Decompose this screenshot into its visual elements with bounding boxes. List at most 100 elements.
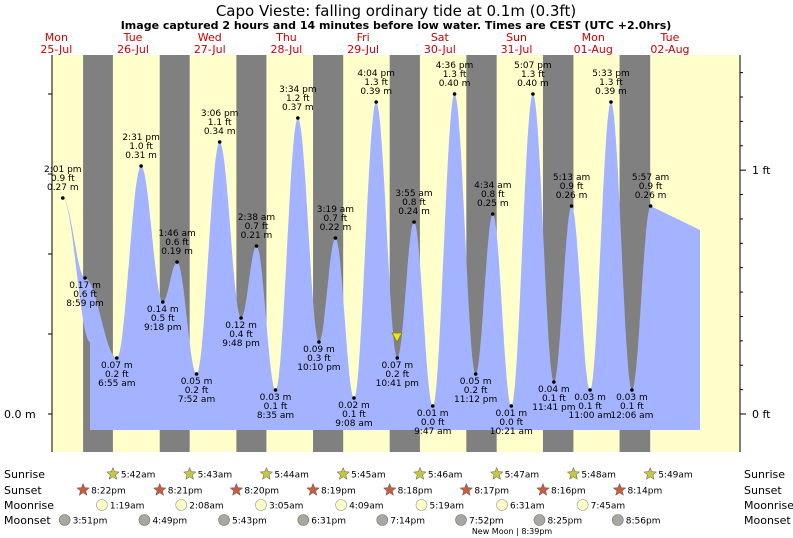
low-tide-label: 0.1 ft <box>578 402 602 412</box>
low-tide-label: 0.01 m <box>495 409 527 419</box>
moonset-icon <box>58 514 71 526</box>
low-tide-label: 9:47 am <box>414 427 451 437</box>
moonset-icon <box>611 514 624 526</box>
moonrise-icon <box>496 499 508 511</box>
low-tide-label: 0.0 ft <box>421 418 445 428</box>
low-tide-label: 0.05 m <box>181 377 213 387</box>
sunset-time: 8:21pm <box>168 487 203 497</box>
sun-moon-rows: Sunrise Sunrise Sunset Sunset Moonrise Moonri… <box>4 466 793 536</box>
day-labels: Mon25-JulTue26-JulWed27-JulThu28-JulFri2… <box>40 31 689 56</box>
moonrise-time: 4:09am <box>349 502 384 512</box>
high-tide-label: 5:33 pm <box>592 69 630 79</box>
row-label-left: Moonrise <box>4 499 54 512</box>
high-tide-label: 1.3 ft <box>521 70 545 80</box>
day-label-dow: Wed <box>198 31 222 44</box>
moonset-icon <box>376 514 389 526</box>
day-label-date: 26-Jul <box>117 43 149 56</box>
day-label-dow: Sat <box>431 31 450 44</box>
tide-event-dot <box>630 388 634 392</box>
tide-event-dot <box>531 92 535 96</box>
sunset-time: 8:18pm <box>398 487 433 497</box>
low-tide-label: 12:06 am <box>610 411 653 421</box>
row-label-right: Moonset <box>744 514 791 527</box>
low-tide-label: 8:35 am <box>257 411 294 421</box>
day-label-date: 29-Jul <box>347 43 379 56</box>
low-tide-label: 9:18 pm <box>144 323 182 333</box>
sunset-icon <box>306 482 320 496</box>
low-tide-label: 10:10 pm <box>297 363 340 373</box>
moonrise-icon <box>175 499 188 511</box>
low-tide-label: 0.2 ft <box>385 370 409 380</box>
low-tide-label: 0.1 ft <box>542 394 566 404</box>
tide-event-dot <box>160 300 165 304</box>
moonrise-icon <box>335 499 347 511</box>
tide-event-dot <box>194 372 199 376</box>
high-tide-label: 0.40 m <box>439 79 471 89</box>
low-tide-label: 11:00 am <box>569 411 612 421</box>
high-tide-label: 3:55 am <box>395 189 432 199</box>
tide-event-dot <box>648 204 653 208</box>
sunrise-time: 5:46am <box>428 471 463 481</box>
low-tide-label: 10:41 pm <box>376 379 419 389</box>
low-tide-label: 9:48 pm <box>222 339 260 349</box>
tide-event-dot <box>333 236 338 240</box>
high-tide-label: 0.37 m <box>282 103 314 113</box>
row-label-left: Sunset <box>4 484 42 497</box>
moonrise-icon <box>576 499 589 511</box>
sunrise-time: 5:43am <box>198 471 233 481</box>
high-tide-label: 0.25 m <box>477 199 509 209</box>
sunrise-icon <box>413 466 427 480</box>
high-tide-label: 0.19 m <box>161 247 193 257</box>
tide-event-marks: 2:01 pm0.9 ft0.27 m0.17 m0.6 ft8:59 pm0.… <box>44 61 669 437</box>
day-label-dow: Thu <box>275 31 297 44</box>
moonset-icon <box>138 514 151 526</box>
low-tide-label: 11:12 pm <box>454 395 497 405</box>
day-label-dow: Mon <box>582 31 605 44</box>
tide-event-dot <box>473 372 478 376</box>
low-tide-label: 0.14 m <box>147 305 179 315</box>
low-tide-label: 0.03 m <box>260 393 292 403</box>
tide-event-dot <box>83 276 87 280</box>
row-label-right: Moonrise <box>744 499 793 512</box>
high-tide-label: 2:38 am <box>238 213 275 223</box>
low-tide-label: 0.04 m <box>538 385 570 395</box>
sunset-icon <box>382 482 397 496</box>
sunrise-icon <box>566 466 581 480</box>
low-tide-label: 0.01 m <box>417 409 449 419</box>
tide-event-dot <box>273 388 278 392</box>
sunset-icon <box>612 482 627 496</box>
tide-event-dot <box>254 244 259 248</box>
tide-event-dot <box>609 100 613 104</box>
high-tide-label: 0.24 m <box>398 207 430 217</box>
sunset-time: 8:16pm <box>551 487 586 497</box>
low-tide-label: 0.03 m <box>616 393 648 403</box>
moonrise-time: 2:08am <box>189 502 224 512</box>
moonset-icon <box>297 514 310 526</box>
tide-event-dot <box>491 212 495 216</box>
high-tide-label: 1.3 ft <box>443 70 467 80</box>
sunrise-time: 5:47am <box>505 471 540 481</box>
low-tide-label: 0.09 m <box>303 345 335 355</box>
row-label-right: Sunset <box>744 484 782 497</box>
day-label-dow: Mon <box>45 31 68 44</box>
moonrise-icon <box>415 499 428 511</box>
sunset-icon <box>152 482 167 496</box>
day-label-date: 30-Jul <box>424 43 456 56</box>
high-tide-label: 0.9 ft <box>51 174 75 184</box>
high-tide-label: 0.40 m <box>517 79 549 89</box>
low-tide-label: 11:41 pm <box>532 403 575 413</box>
low-tide-label: 0.2 ft <box>105 370 129 380</box>
chart-subtitle: Image captured 2 hours and 14 minutes be… <box>121 19 672 32</box>
day-label-date: 31-Jul <box>501 43 533 56</box>
sunset-icon <box>229 482 244 496</box>
low-tide-label: 9:08 am <box>335 419 372 429</box>
high-tide-label: 0.6 ft <box>165 238 189 248</box>
high-tide-label: 1.3 ft <box>364 78 388 88</box>
high-tide-label: 3:06 pm <box>201 109 239 119</box>
moonrise-time: 6:31am <box>510 502 545 512</box>
high-tide-label: 0.27 m <box>47 183 79 193</box>
high-tide-label: 0.22 m <box>320 223 352 233</box>
tide-event-dot <box>569 204 574 208</box>
high-tide-label: 0.7 ft <box>245 222 269 232</box>
low-tide-label: 0.3 ft <box>307 354 331 364</box>
